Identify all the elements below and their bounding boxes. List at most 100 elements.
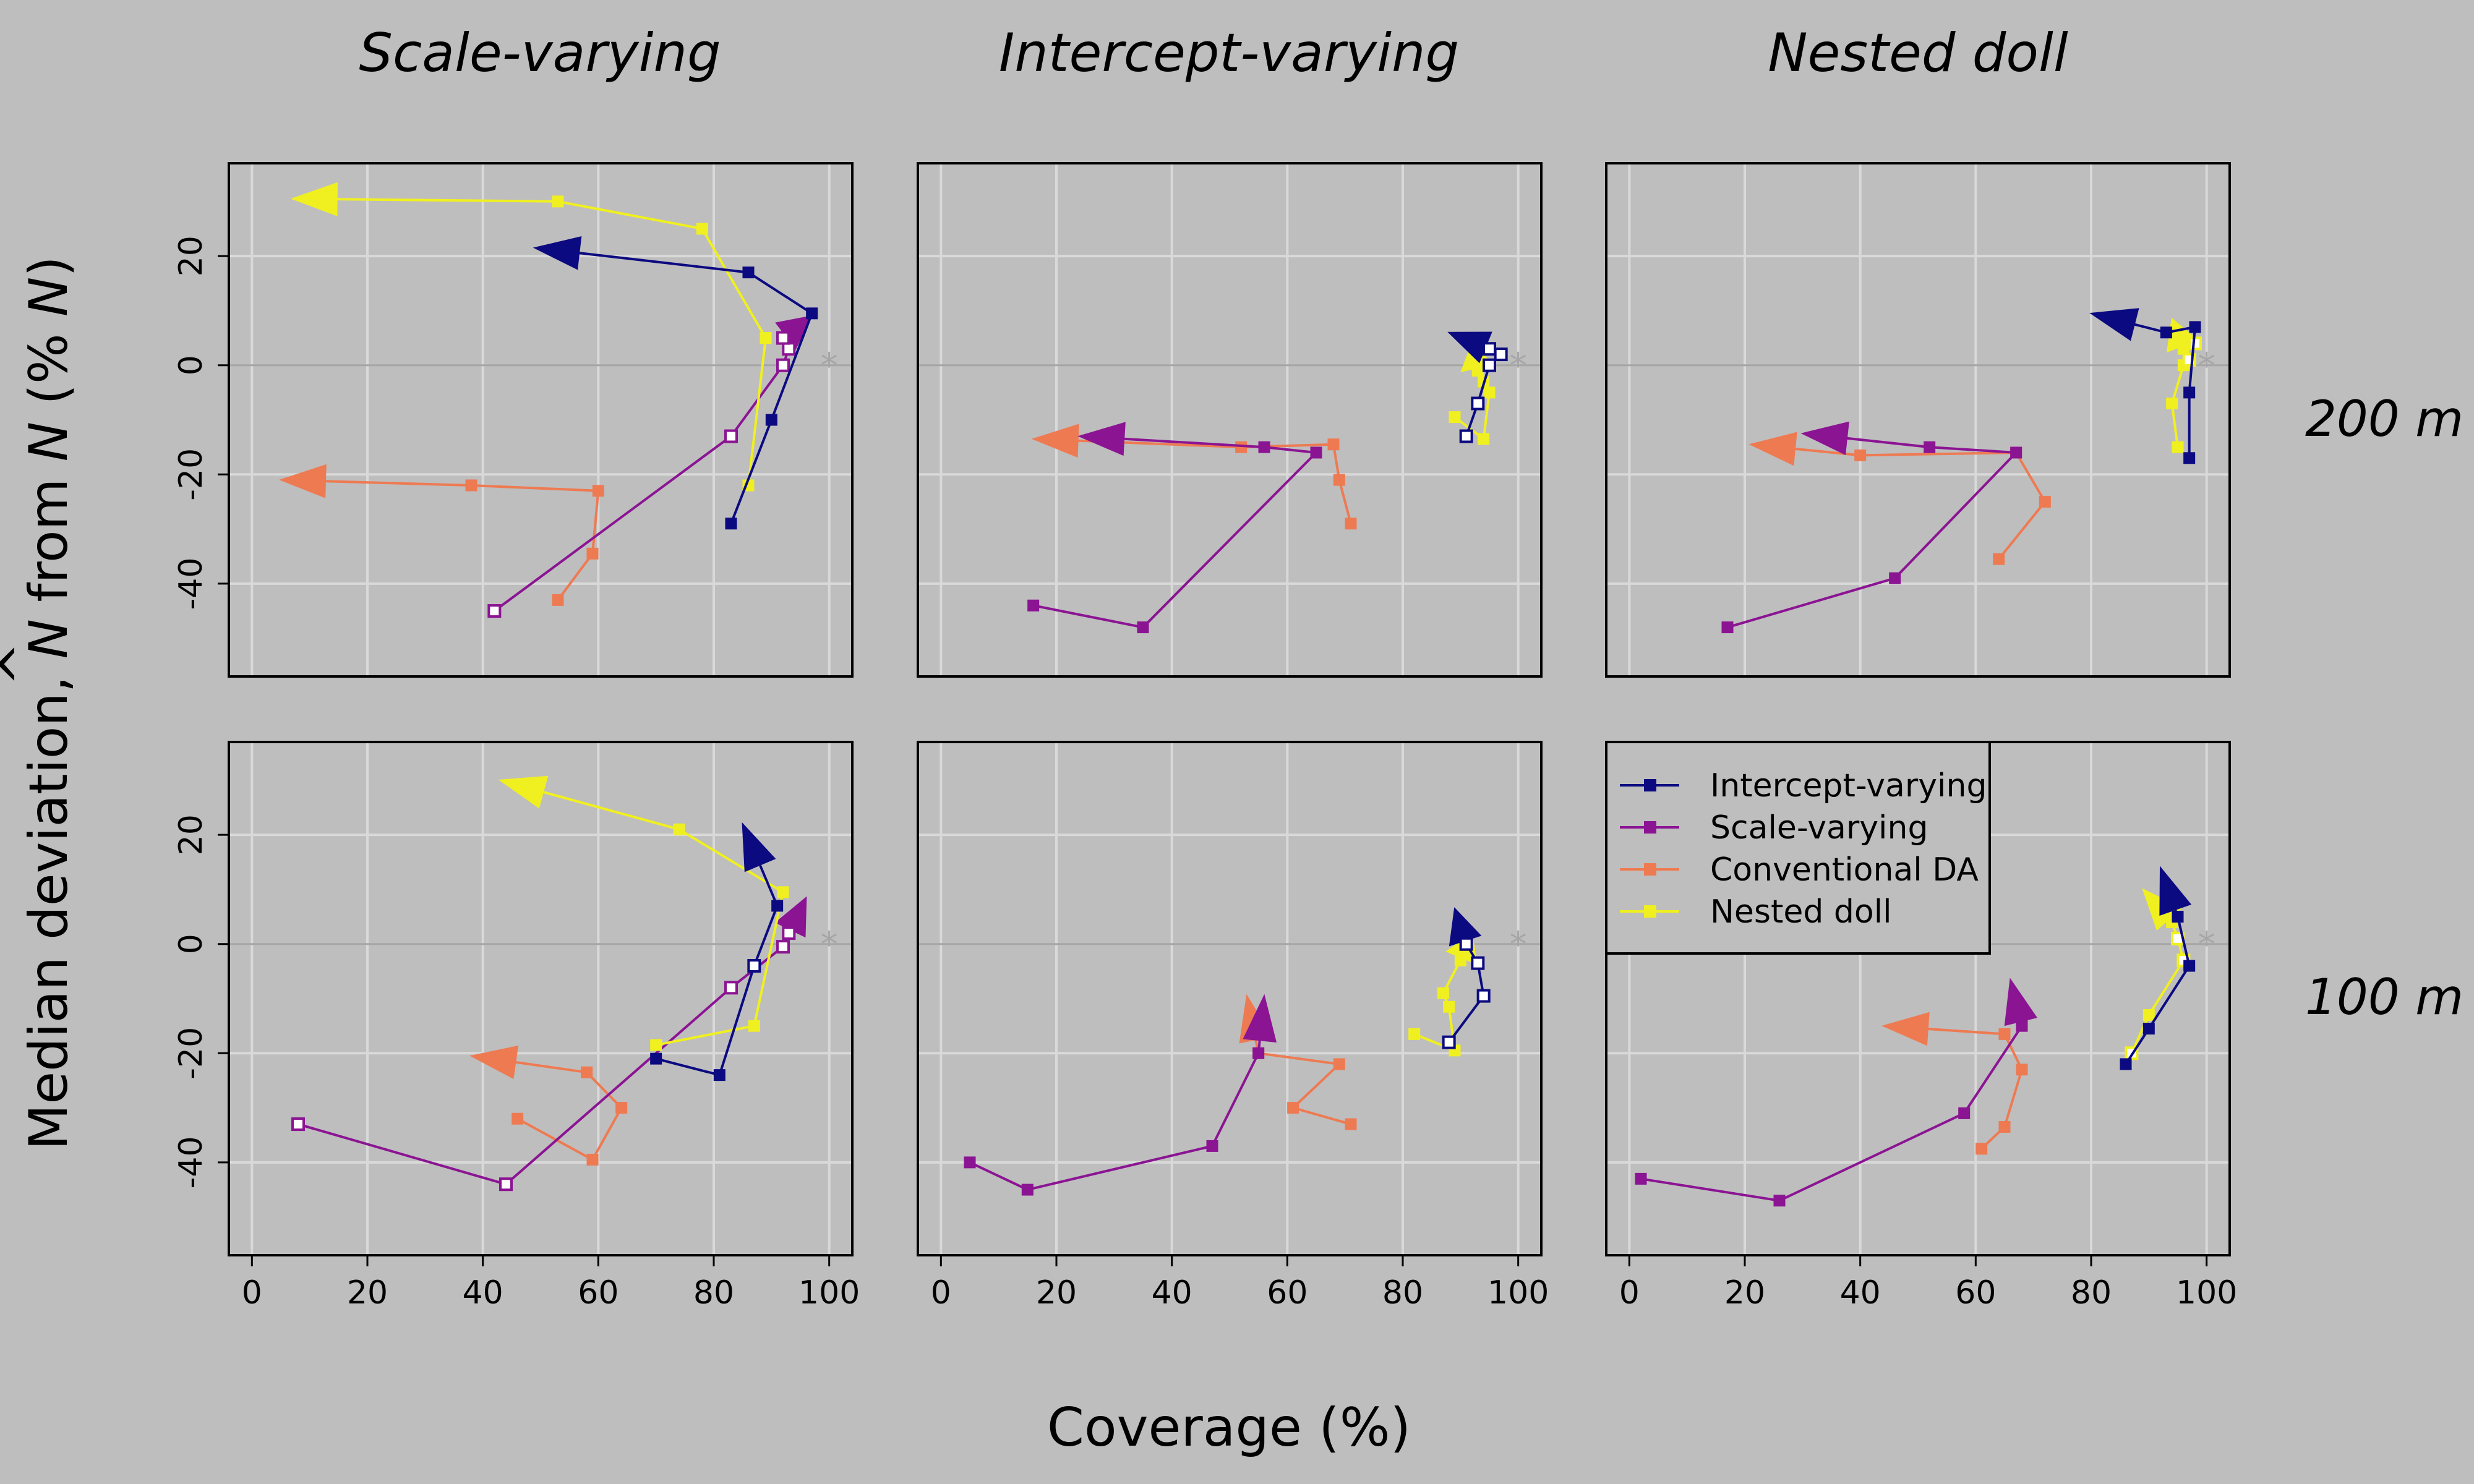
column-title-intercept-varying: Intercept-varying: [999, 22, 1459, 84]
data-point: [2142, 1023, 2155, 1035]
legend-swatch-marker: [1644, 905, 1656, 918]
arrowhead: [533, 236, 582, 270]
arrowhead: [2089, 308, 2139, 341]
panel-frame: [228, 741, 854, 1256]
x-tick-label: 60: [1955, 1274, 1996, 1311]
legend-swatch-marker: [1644, 821, 1656, 834]
data-point: [2183, 452, 2196, 464]
y-tick-label: 20: [173, 236, 210, 276]
data-point: [2010, 446, 2022, 459]
target-marker: *: [1510, 346, 1527, 386]
legend-box: [1605, 741, 1991, 955]
legend-swatch-marker: [1644, 863, 1656, 876]
data-point: [765, 414, 777, 426]
data-point: [615, 1102, 628, 1114]
x-axis-title: Coverage (%): [1047, 1397, 1411, 1459]
x-tick-label: 0: [242, 1274, 262, 1311]
panel-100-m-nested-doll: * 0 20 40 60 80 100: [1605, 741, 2237, 1311]
data-point: [511, 1112, 524, 1125]
data-point: [742, 267, 755, 279]
data-point: [725, 518, 737, 530]
series-intercept-varying: [1447, 331, 1508, 443]
data-point: [747, 959, 761, 973]
data-point: [673, 823, 685, 835]
data-point: [724, 429, 738, 443]
arrowhead: [1881, 1012, 1930, 1046]
data-point: [1471, 365, 1484, 377]
data-point: [552, 195, 564, 208]
data-point: [291, 1117, 305, 1132]
y-axis-title-part: (%: [18, 317, 80, 422]
data-point: [586, 1153, 599, 1166]
y-tick-label: 0: [173, 934, 210, 954]
legend-entry-scale-varying: Scale-varying: [1620, 809, 1928, 846]
data-point: [771, 900, 784, 912]
data-point: [1027, 599, 1040, 612]
data-point: [782, 342, 796, 356]
arrowhead: [1077, 422, 1126, 456]
series-scale-varying: [1635, 978, 2038, 1207]
panel-200-m-intercept-varying: *: [917, 162, 1543, 678]
panel-100-m-scale-varying: * 0 20 40 60 80 100 -40 -20 0 20: [173, 741, 860, 1311]
data-point: [1459, 429, 1473, 443]
series-scale-varying: [964, 994, 1277, 1196]
column-title-nested-doll: Nested doll: [1768, 22, 2068, 84]
data-point: [2172, 911, 2184, 923]
row-title-100m: 100 m: [2305, 968, 2463, 1026]
data-point: [1449, 411, 1461, 424]
legend-label: Nested doll: [1710, 893, 1892, 931]
data-point: [1459, 937, 1473, 951]
data-point: [696, 223, 708, 235]
panels: * -40 -20 0 20 * * * 0 20 40 60 80 100 -40 -20 0 20 * 0 20 40…: [173, 162, 2237, 1311]
panel-frame: [228, 162, 854, 678]
data-point: [776, 331, 790, 345]
data-point: [1471, 396, 1485, 411]
legend-swatch-marker: [1644, 779, 1656, 791]
data-point: [1345, 518, 1357, 530]
data-point: [1998, 1028, 2011, 1040]
x-tick-label: 80: [693, 1274, 734, 1311]
series-intercept-varying: [533, 236, 818, 530]
data-point: [1889, 572, 1901, 584]
data-point: [2183, 960, 2196, 972]
panel-200-m-scale-varying: * -40 -20 0 20: [173, 162, 854, 678]
legend: Intercept-varying Scale-varying Convention…: [1605, 741, 1991, 955]
data-point: [2016, 1064, 2028, 1076]
legend-label: Intercept-varying: [1710, 767, 1987, 804]
series-intercept-varying: [2120, 866, 2196, 1070]
data-point: [2039, 495, 2051, 508]
data-point: [1327, 438, 1340, 451]
data-point: [1958, 1107, 1971, 1119]
x-tick-label: 100: [1487, 1274, 1549, 1311]
data-point: [1924, 441, 1936, 453]
x-tick-label: 40: [1152, 1274, 1192, 1311]
row-title-200m: 200 m: [2305, 390, 2463, 448]
arrowhead: [498, 775, 549, 809]
data-point: [1443, 1000, 1455, 1013]
data-point: [1471, 956, 1485, 970]
data-point: [782, 926, 796, 940]
x-tick-label: 60: [578, 1274, 618, 1311]
data-point: [777, 886, 789, 898]
legend-label: Scale-varying: [1710, 809, 1928, 846]
data-point: [1478, 433, 1490, 445]
data-point: [1333, 1058, 1345, 1070]
data-point: [1721, 621, 1734, 634]
data-point: [2177, 343, 2189, 355]
data-point: [724, 981, 738, 995]
series-scale-varying: [1027, 422, 1322, 634]
data-point: [1635, 1172, 1647, 1185]
panel-100-m-intercept-varying: * 0 20 40 60 80 100: [917, 741, 1549, 1311]
data-point: [1854, 449, 1867, 461]
x-tick-label: 40: [1840, 1274, 1881, 1311]
data-point: [1408, 1028, 1421, 1040]
data-point: [1476, 989, 1491, 1003]
panel-200-m-nested-doll: *: [1605, 162, 2231, 678]
y-axis-title-part: Median deviation,: [18, 659, 80, 1150]
y-tick-label: -40: [173, 557, 210, 610]
data-point: [2142, 1009, 2155, 1021]
x-tick-label: 0: [1619, 1274, 1640, 1311]
data-point: [465, 479, 477, 492]
data-point: [2166, 398, 2178, 410]
legend-entry-conventional-da: Conventional DA: [1620, 851, 1979, 889]
